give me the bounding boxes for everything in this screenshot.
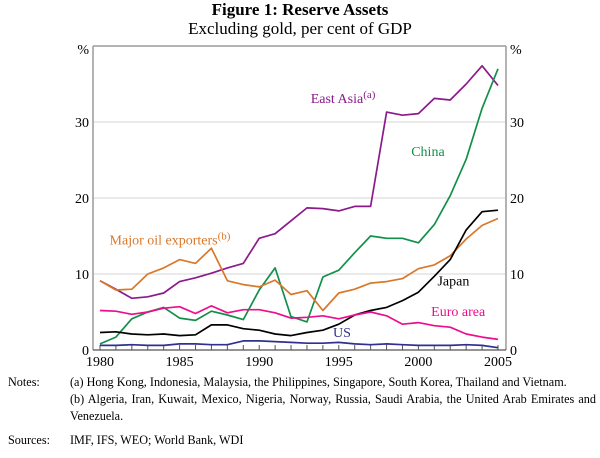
y-unit-left: % bbox=[77, 43, 89, 58]
y-tick-label-right-20: 20 bbox=[510, 192, 524, 207]
x-tick-label-2000: 2000 bbox=[404, 355, 432, 370]
y-tick-label-left-0: 0 bbox=[82, 344, 89, 359]
notes-label: Notes: bbox=[8, 375, 40, 389]
y-tick-label-left-30: 30 bbox=[75, 116, 89, 131]
sources-row: Sources: IMF, IFS, WEO; World Bank, WDI bbox=[8, 432, 596, 449]
series-label-east-asia: East Asia(a) bbox=[311, 89, 376, 107]
series-line-japan bbox=[99, 209, 499, 337]
note-b: (b) Algeria, Iran, Kuwait, Mexico, Niger… bbox=[70, 392, 596, 423]
chart-title: Figure 1: Reserve Assets bbox=[211, 0, 389, 19]
x-tick-label-1985: 1985 bbox=[166, 355, 194, 370]
series-label-euro-area: Euro area bbox=[431, 305, 486, 320]
y-tick-label-right-30: 30 bbox=[510, 116, 524, 131]
y-tick-label-right-10: 10 bbox=[510, 268, 524, 283]
series-label-china: China bbox=[411, 145, 445, 160]
series-line-east-asia bbox=[99, 64, 499, 300]
x-tick-label-1990: 1990 bbox=[245, 355, 273, 370]
x-tick-label-1980: 1980 bbox=[86, 355, 114, 370]
chart-subtitle: Excluding gold, per cent of GDP bbox=[188, 19, 412, 38]
chart-notes: Notes: (a) Hong Kong, Indonesia, Malaysi… bbox=[8, 374, 596, 449]
note-a-row: Notes: (a) Hong Kong, Indonesia, Malaysi… bbox=[8, 374, 596, 391]
series-labels: East Asia(a) China Major oil exporters(b) J… bbox=[110, 89, 486, 341]
y-tick-label-left-20: 20 bbox=[75, 192, 89, 207]
y-tick-label-left-10: 10 bbox=[75, 268, 89, 283]
sources-text: IMF, IFS, WEO; World Bank, WDI bbox=[70, 433, 244, 447]
x-tick-label-1995: 1995 bbox=[325, 355, 353, 370]
series-lines bbox=[99, 64, 499, 349]
series-line-euro-area bbox=[99, 305, 499, 341]
series-label-major-oil-exporters: Major oil exporters(b) bbox=[110, 230, 231, 248]
series-line-major-oil-exporters bbox=[99, 217, 499, 312]
note-b-row: (b) Algeria, Iran, Kuwait, Mexico, Niger… bbox=[8, 391, 596, 425]
y-unit-right: % bbox=[510, 43, 522, 58]
series-line-china bbox=[99, 68, 499, 345]
note-a: (a) Hong Kong, Indonesia, Malaysia, the … bbox=[70, 375, 567, 389]
series-label-us: US bbox=[333, 326, 351, 341]
sources-label: Sources: bbox=[8, 433, 50, 447]
plot-frame bbox=[92, 45, 507, 351]
series-line-us bbox=[100, 340, 499, 349]
x-tick-label-2005: 2005 bbox=[484, 355, 512, 370]
series-label-japan: Japan bbox=[437, 274, 469, 289]
y-tick-label-right-0: 0 bbox=[510, 344, 517, 359]
